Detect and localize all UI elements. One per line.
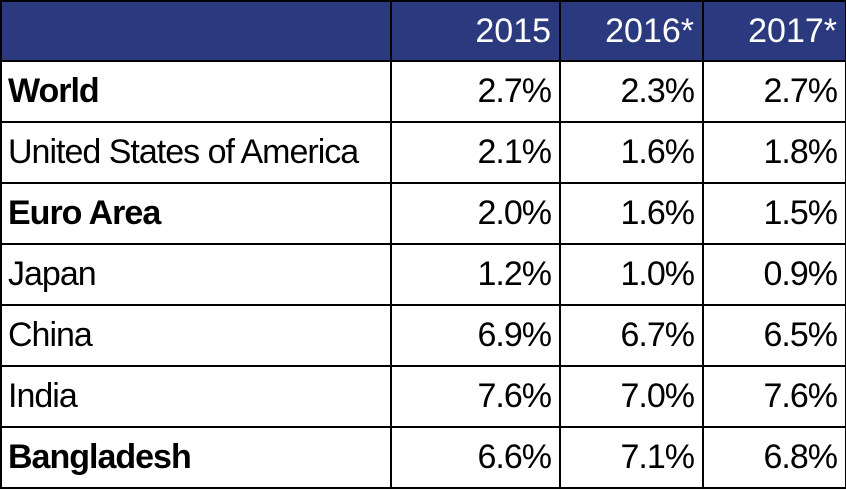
- country-cell: India: [0, 365, 392, 428]
- header-cell-country: [0, 0, 392, 62]
- table-row: United States of America 2.1% 1.6% 1.8%: [0, 121, 846, 184]
- table-row: Euro Area 2.0% 1.6% 1.5%: [0, 182, 846, 245]
- value-cell: 2.7%: [390, 60, 561, 123]
- country-cell: Euro Area: [0, 182, 392, 245]
- value-cell: 2.0%: [390, 182, 561, 245]
- header-cell-2016: 2016*: [559, 0, 704, 62]
- value-cell: 7.6%: [702, 365, 846, 428]
- header-row: 2015 2016* 2017*: [0, 0, 846, 62]
- table-row: India 7.6% 7.0% 7.6%: [0, 365, 846, 428]
- table-row: Japan 1.2% 1.0% 0.9%: [0, 243, 846, 306]
- table-body: World 2.7% 2.3% 2.7% United States of Americ…: [0, 60, 846, 489]
- value-cell: 6.8%: [702, 426, 846, 489]
- value-cell: 6.6%: [390, 426, 561, 489]
- country-cell: Japan: [0, 243, 392, 306]
- country-cell: United States of America: [0, 121, 392, 184]
- value-cell: 1.2%: [390, 243, 561, 306]
- value-cell: 1.8%: [702, 121, 846, 184]
- country-cell: China: [0, 304, 392, 367]
- value-cell: 7.0%: [559, 365, 704, 428]
- header-cell-2017: 2017*: [702, 0, 846, 62]
- value-cell: 0.9%: [702, 243, 846, 306]
- value-cell: 6.9%: [390, 304, 561, 367]
- value-cell: 2.7%: [702, 60, 846, 123]
- value-cell: 2.1%: [390, 121, 561, 184]
- value-cell: 1.6%: [559, 182, 704, 245]
- value-cell: 7.1%: [559, 426, 704, 489]
- value-cell: 2.3%: [559, 60, 704, 123]
- value-cell: 1.6%: [559, 121, 704, 184]
- table-row: Bangladesh 6.6% 7.1% 6.8%: [0, 426, 846, 489]
- value-cell: 1.0%: [559, 243, 704, 306]
- value-cell: 1.5%: [702, 182, 846, 245]
- value-cell: 6.5%: [702, 304, 846, 367]
- table-row: China 6.9% 6.7% 6.5%: [0, 304, 846, 367]
- value-cell: 6.7%: [559, 304, 704, 367]
- value-cell: 7.6%: [390, 365, 561, 428]
- header-cell-2015: 2015: [390, 0, 561, 62]
- country-cell: Bangladesh: [0, 426, 392, 489]
- country-cell: World: [0, 60, 392, 123]
- table-row: World 2.7% 2.3% 2.7%: [0, 60, 846, 123]
